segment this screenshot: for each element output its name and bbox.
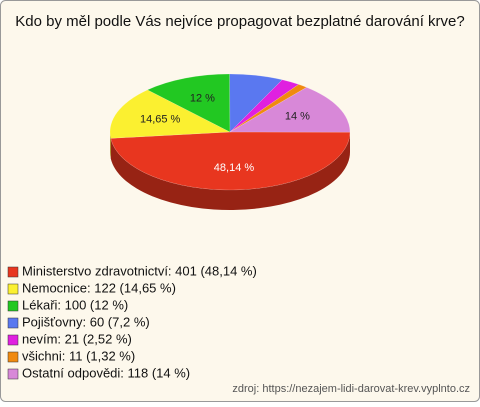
legend-label: Ostatní odpovědi: 118 (14 %)	[22, 365, 190, 380]
value-label: 14 %	[285, 111, 310, 123]
value-label: 12 %	[190, 93, 215, 105]
legend-swatch	[8, 335, 18, 345]
legend-label: všichni: 11 (1,32 %)	[22, 348, 135, 363]
legend-label: nevím: 21 (2,52 %)	[22, 331, 132, 346]
legend-swatch	[8, 318, 18, 328]
legend-swatch	[8, 267, 18, 277]
legend-label: Ministerstvo zdravotnictví: 401 (48,14 %…	[22, 263, 257, 278]
legend-label: Pojišťovny: 60 (7,2 %)	[22, 314, 150, 329]
legend-swatch	[8, 369, 18, 379]
source: zdroj: https://nezajem-lidi-darovat-krev…	[232, 383, 470, 395]
legend-label: Nemocnice: 122 (14,65 %)	[22, 280, 176, 295]
value-label: 48,14 %	[214, 162, 255, 174]
legend-swatch	[8, 352, 18, 362]
legend-swatch	[8, 284, 18, 294]
value-label: 14,65 %	[140, 114, 181, 126]
legend-swatch	[8, 301, 18, 311]
chart-title: Kdo by měl podle Vás nejvíce propagovat …	[15, 13, 464, 30]
legend-label: Lékaři: 100 (12 %)	[22, 297, 128, 312]
